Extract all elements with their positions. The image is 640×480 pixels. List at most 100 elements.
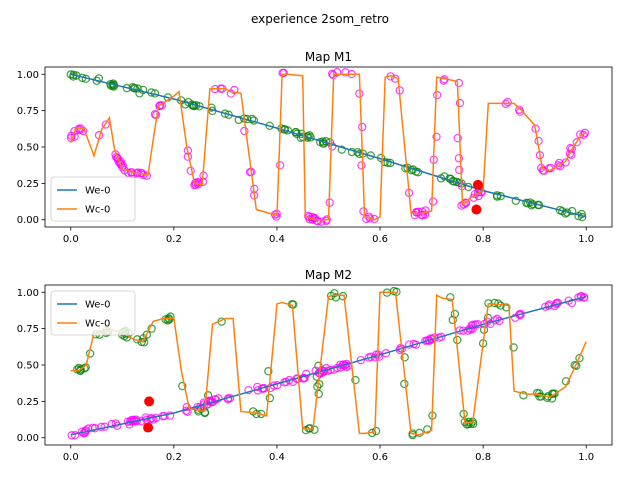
scatter-point <box>266 383 275 393</box>
scatter-point <box>76 365 85 374</box>
y-tick-label: 0.75 <box>17 324 39 335</box>
scatter-point <box>138 85 148 95</box>
scatter-point <box>449 177 459 186</box>
scatter-point <box>107 419 117 429</box>
legend-label: We-0 <box>85 186 110 197</box>
scatter-point <box>195 102 204 111</box>
scatter-point <box>328 142 337 151</box>
x-tick-label: 0.0 <box>63 452 79 463</box>
scatter-point <box>567 144 577 154</box>
bmu-marker <box>471 204 482 215</box>
scatter-point <box>455 165 464 175</box>
scatter-point <box>417 207 427 216</box>
x-tick-label: 1.0 <box>578 452 594 463</box>
scatter-point <box>128 83 137 92</box>
y-tick-label: 0.25 <box>17 397 39 408</box>
scatter-point <box>245 167 255 177</box>
x-tick-label: 0.8 <box>475 452 491 463</box>
y-tick-label: 1.00 <box>17 70 39 81</box>
y-tick-label: 0.50 <box>17 361 39 372</box>
scatter-point <box>561 158 570 167</box>
scatter-point <box>357 161 366 170</box>
scatter-point <box>155 101 164 111</box>
scatter-point <box>230 85 239 95</box>
scatter-point <box>200 400 209 409</box>
scatter-point <box>383 158 392 168</box>
scatter-point <box>437 332 446 342</box>
scatter-point <box>342 362 351 372</box>
y-tick-label: 0.00 <box>17 215 39 226</box>
scatter-point <box>371 426 381 436</box>
y-tick-label: 0.00 <box>17 433 39 444</box>
x-tick-label: 0.2 <box>166 452 182 463</box>
scatter-point <box>446 293 455 302</box>
scatter-point <box>111 419 120 428</box>
y-tick-label: 0.50 <box>17 143 39 154</box>
scatter-point <box>415 428 424 438</box>
axes-title: Map M2 <box>305 268 352 282</box>
legend-label: Wc-0 <box>85 319 110 330</box>
scatter-point <box>455 98 465 108</box>
scatter-point <box>432 90 442 100</box>
scatter-point <box>454 154 464 163</box>
scatter-point <box>338 291 348 301</box>
scatter-point <box>448 315 457 325</box>
scatter-point <box>183 407 192 417</box>
scatter-point <box>467 321 476 330</box>
scatter-point <box>580 293 589 302</box>
scatter-point <box>549 389 558 398</box>
scatter-point <box>332 68 342 77</box>
legend-label: Wc-0 <box>85 205 110 216</box>
scatter-point <box>264 367 273 376</box>
x-tick-label: 0.8 <box>475 234 491 245</box>
scatter-point <box>178 381 187 391</box>
scatter-point <box>317 217 326 226</box>
scatter-point <box>353 148 362 157</box>
bmu-marker <box>144 396 155 407</box>
scatter-point <box>182 402 191 412</box>
scatter-point <box>109 82 118 91</box>
scatter-point <box>454 78 464 88</box>
scatter-point <box>555 205 565 215</box>
series-line-we-0 <box>70 73 587 218</box>
y-tick-label: 0.25 <box>17 179 39 190</box>
axes-map-m2: Map M2 0.0 0.2 0.4 0.6 0.8 1.0 0.00 0.25 0.50 0.75… <box>17 268 613 463</box>
scatter-point <box>247 114 257 124</box>
axes-map-m1: Map M1 0.0 0.2 0.4 0.6 0.8 1.0 0.00 0.25 0.50 0.75… <box>17 50 613 245</box>
scatter-point <box>400 379 409 389</box>
scatter-point <box>509 343 518 352</box>
scatter-point <box>575 353 584 363</box>
series-line-wc-0 <box>70 73 587 221</box>
scatter-point <box>381 349 391 358</box>
scatter-point <box>567 298 577 308</box>
scatter-point <box>234 115 243 125</box>
legend: We-0 Wc-0 <box>50 290 136 336</box>
scatter-point <box>462 420 472 429</box>
scatter-point <box>318 137 328 146</box>
scatter-point <box>477 188 486 197</box>
axes-title: Map M1 <box>305 50 352 64</box>
scatter-point <box>302 369 311 379</box>
x-tick-label: 0.6 <box>372 234 388 245</box>
scatter-point <box>270 210 280 219</box>
x-tick-label: 0.4 <box>269 234 285 245</box>
legend-label: We-0 <box>85 300 110 311</box>
scatter-point <box>165 315 174 324</box>
x-tick-label: 0.6 <box>372 452 388 463</box>
series-line-wc-0 <box>70 291 587 436</box>
legend-box <box>50 290 136 336</box>
scatter-point <box>67 431 76 440</box>
scatter-point <box>572 361 581 371</box>
scatter-point <box>292 129 301 139</box>
y-tick-label: 0.75 <box>17 106 39 117</box>
scatter-point <box>214 394 223 403</box>
scatter-point <box>240 126 249 136</box>
figure-suptitle: experience 2som_retro <box>251 12 389 26</box>
scatter-point <box>265 393 275 403</box>
scatter-point <box>101 120 111 129</box>
scatter-point <box>428 197 438 206</box>
scatter-point <box>329 365 339 374</box>
scatter-point <box>253 382 262 392</box>
scatter-point <box>572 138 582 147</box>
scatter-point <box>265 121 274 131</box>
